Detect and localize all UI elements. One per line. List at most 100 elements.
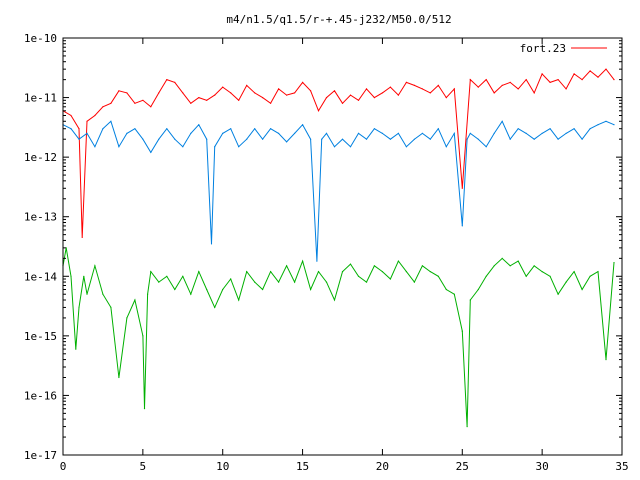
data-point [262, 97, 264, 99]
data-point [222, 86, 224, 88]
data-point [589, 70, 591, 72]
data-point [206, 288, 208, 291]
x-tick-label: 0 [60, 460, 67, 473]
data-point [126, 92, 128, 94]
data-point [501, 257, 503, 259]
data-point [278, 88, 280, 90]
data-point [174, 288, 176, 291]
data-point [230, 92, 232, 94]
data-point [118, 146, 120, 148]
data-point [310, 90, 312, 92]
data-point [517, 128, 519, 130]
x-tick-label: 25 [456, 460, 469, 473]
series-1 [62, 120, 615, 262]
data-point [533, 265, 535, 267]
data-point [573, 73, 575, 75]
data-point [573, 128, 575, 130]
data-point [429, 92, 431, 94]
data-point [349, 263, 352, 265]
data-point [286, 141, 288, 143]
data-point [278, 132, 280, 134]
y-tick-label: 1e-17 [24, 449, 57, 462]
data-point [341, 102, 344, 104]
data-point [75, 348, 77, 350]
y-tick-label: 1e-14 [24, 270, 57, 283]
data-point [565, 281, 567, 283]
data-point [549, 275, 551, 277]
data-point [413, 84, 415, 86]
data-point [333, 90, 336, 92]
data-point [278, 281, 280, 283]
data-point [373, 128, 375, 130]
data-point [158, 138, 160, 140]
data-point [341, 138, 344, 140]
x-tick-label: 5 [140, 460, 147, 473]
data-point [613, 124, 615, 126]
legend: fort.23 [520, 42, 607, 55]
plot-frame [62, 37, 623, 456]
data-point [389, 138, 391, 140]
data-point [405, 146, 407, 148]
data-point [437, 84, 439, 86]
data-point [94, 265, 96, 267]
chart-title: m4/n1.5/q1.5/r-+.45-j232/M50.0/512 [226, 13, 451, 26]
data-point [86, 132, 88, 134]
data-point [549, 128, 551, 130]
data-point [509, 265, 511, 267]
data-point [134, 102, 136, 104]
data-point [102, 128, 104, 130]
data-point [182, 92, 184, 94]
data-point [469, 79, 471, 81]
data-point [83, 275, 85, 277]
data-point [469, 299, 471, 301]
data-point [166, 79, 168, 81]
data-point [485, 146, 487, 148]
data-point [198, 124, 200, 126]
data-point [501, 120, 503, 122]
data-point [143, 408, 146, 410]
data-point [294, 281, 296, 283]
x-tick-label: 15 [296, 460, 309, 473]
data-point [357, 99, 360, 101]
y-tick-label: 1e-15 [24, 330, 57, 343]
data-point [461, 330, 463, 332]
data-point [373, 265, 375, 267]
series-line-1 [62, 120, 615, 262]
data-point [158, 92, 160, 94]
data-point [445, 146, 447, 148]
data-point [102, 293, 104, 295]
data-point [493, 265, 495, 267]
data-point [525, 132, 527, 134]
data-point [238, 146, 240, 148]
data-point [230, 278, 232, 280]
data-point [70, 275, 72, 277]
data-point [230, 128, 232, 130]
data-point [373, 97, 375, 99]
data-point [110, 120, 112, 122]
data-point [469, 132, 471, 134]
x-tick-label: 20 [376, 460, 389, 473]
data-point [206, 99, 208, 101]
data-point [437, 128, 439, 130]
axes-layer: 0 5 10 15 20 25 30 35 1e-10 1e-11 1e-12 1e-13 1e-14 1… [24, 32, 629, 473]
data-point [254, 128, 256, 130]
data-point [270, 271, 272, 273]
data-point [118, 376, 120, 379]
data-point [525, 275, 527, 277]
data-point [78, 138, 80, 140]
data-point [246, 84, 248, 86]
data-point [198, 271, 200, 273]
data-point [437, 275, 439, 277]
data-point [589, 128, 591, 130]
data-point [429, 271, 431, 273]
data-point [413, 281, 415, 283]
data-point [110, 306, 112, 308]
data-point [605, 68, 607, 70]
data-point [246, 271, 248, 273]
data-point [557, 138, 559, 140]
data-point [453, 293, 455, 295]
data-point [190, 102, 192, 104]
data-point [405, 271, 407, 273]
data-point [286, 94, 288, 96]
data-point [365, 88, 368, 90]
